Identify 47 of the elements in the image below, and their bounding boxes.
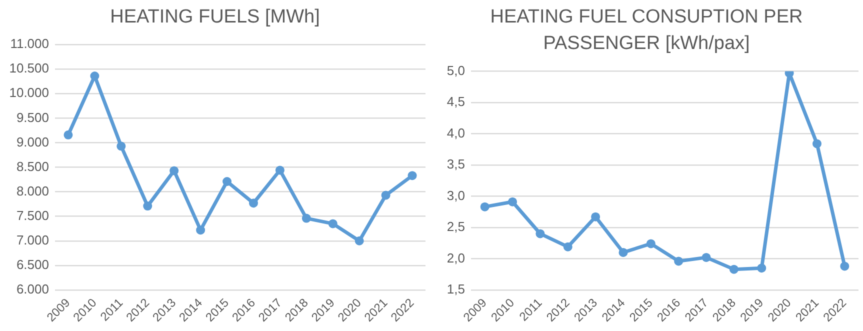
point xyxy=(591,212,600,222)
chart-title: HEATING FUELS [MWh] xyxy=(110,6,320,28)
point xyxy=(302,214,311,223)
point xyxy=(64,130,73,140)
point xyxy=(196,226,206,235)
point xyxy=(840,262,850,271)
y-tick-label: 7.000 xyxy=(16,232,49,248)
point xyxy=(702,252,711,262)
point xyxy=(618,248,628,257)
point xyxy=(354,236,364,246)
point xyxy=(812,139,822,148)
point xyxy=(116,142,126,151)
y-tick-label: 6.500 xyxy=(16,256,49,272)
point xyxy=(222,177,232,186)
point xyxy=(381,190,390,200)
y-tick-label: 3,5 xyxy=(446,156,465,172)
point xyxy=(275,166,284,175)
y-tick-label: 9.500 xyxy=(16,110,49,125)
point xyxy=(408,171,417,180)
point xyxy=(646,239,656,248)
point xyxy=(328,219,338,228)
y-tick-label: 11.000 xyxy=(10,36,49,52)
y-tick-label: 4,0 xyxy=(446,125,465,140)
y-tick-label: 8.000 xyxy=(16,183,49,198)
y-tick-label: 2,5 xyxy=(446,219,465,234)
point xyxy=(729,264,738,274)
point xyxy=(143,202,152,211)
point xyxy=(757,264,766,273)
y-tick-label: 2,0 xyxy=(446,250,465,266)
y-tick-label: 7.500 xyxy=(16,208,49,223)
point xyxy=(536,229,545,238)
point xyxy=(170,166,179,176)
y-tick-label: 9.000 xyxy=(16,134,49,150)
point xyxy=(248,198,258,208)
y-tick-label: 10.500 xyxy=(9,60,49,76)
y-tick-label: 6.000 xyxy=(16,282,49,297)
y-tick-label: 10.000 xyxy=(9,85,49,100)
y-tick-label: 5,0 xyxy=(446,62,465,78)
point xyxy=(480,202,490,212)
point xyxy=(563,242,572,252)
y-tick-label: 1,5 xyxy=(446,282,465,297)
point xyxy=(508,197,518,206)
chart-title: HEATING FUEL CONSUPTION PER PASSENGER [kWh/pax] xyxy=(490,6,803,54)
point xyxy=(674,256,684,266)
y-tick-label: 8.500 xyxy=(16,158,49,174)
y-tick-label: 4,5 xyxy=(446,94,465,110)
y-tick-label: 3,0 xyxy=(446,188,465,203)
